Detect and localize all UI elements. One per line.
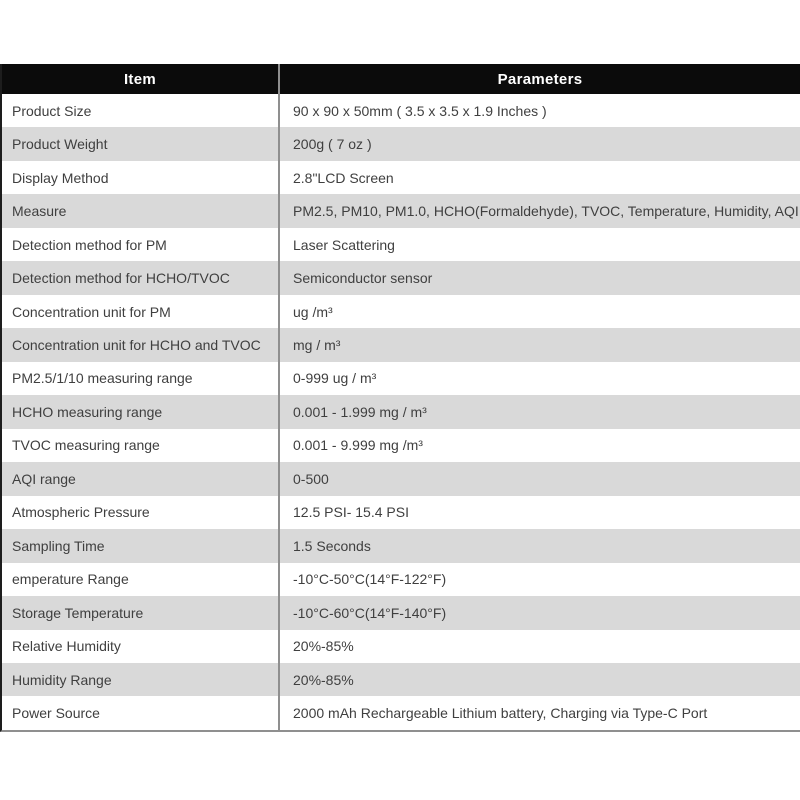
parameter-cell: -10°C-50°C(14°F-122°F) — [293, 571, 447, 588]
parameter-cell: Laser Scattering — [293, 236, 395, 253]
parameter-cell: Semiconductor sensor — [293, 270, 433, 287]
table-row: Sampling Time 1.5 Seconds — [2, 529, 800, 563]
parameter-cell: 1.5 Seconds — [293, 537, 371, 554]
item-cell: TVOC measuring range — [2, 428, 280, 463]
table-row: Product Size 90 x 90 x 50mm ( 3.5 x 3.5 x… — [2, 94, 800, 128]
table-row: Detection method for HCHO/TVOC Semiconduc… — [2, 261, 800, 295]
item-cell: Power Source — [2, 696, 280, 730]
table-row: Concentration unit for HCHO and TVOC mg /… — [2, 328, 800, 362]
item-cell: Relative Humidity — [2, 629, 280, 663]
item-cell: Measure — [2, 194, 280, 228]
item-cell: Humidity Range — [2, 662, 280, 697]
parameter-cell: 20%-85% — [293, 638, 354, 655]
item-cell: Sampling Time — [2, 529, 280, 563]
table-header-row: Item Parameters — [2, 64, 800, 94]
parameter-cell: 2.8"LCD Screen — [293, 169, 394, 186]
parameter-cell: mg / m³ — [293, 337, 341, 354]
item-cell: Detection method for PM — [2, 227, 280, 262]
item-cell: Detection method for HCHO/TVOC — [2, 261, 280, 295]
parameter-cell: ug /m³ — [293, 303, 333, 320]
table-row: TVOC measuring range 0.001 - 9.999 mg /m³ — [2, 428, 800, 463]
item-cell: HCHO measuring range — [2, 395, 280, 429]
parameter-cell: 12.5 PSI- 15.4 PSI — [293, 504, 409, 521]
parameter-cell: 0.001 - 1.999 mg / m³ — [293, 403, 427, 420]
table-row: AQI range 0-500 — [2, 462, 800, 496]
item-cell: Concentration unit for PM — [2, 294, 280, 329]
table-row: emperature Range -10°C-50°C(14°F-122°F) — [2, 562, 800, 597]
item-cell: Atmospheric Pressure — [2, 495, 280, 530]
table-row: PM2.5/1/10 measuring range 0-999 ug / m³ — [2, 361, 800, 396]
spec-table: Item Parameters Product Size 90 x 90 x 50… — [0, 64, 800, 732]
parameter-cell: PM2.5, PM10, PM1.0, HCHO(Formaldehyde), … — [293, 203, 799, 220]
table-row: Storage Temperature -10°C-60°C(14°F-140°F… — [2, 596, 800, 630]
column-header-item: Item — [2, 64, 280, 94]
table-row: Atmospheric Pressure 12.5 PSI- 15.4 PSI — [2, 495, 800, 530]
item-cell: Concentration unit for HCHO and TVOC — [2, 328, 280, 362]
table-row: Measure PM2.5, PM10, PM1.0, HCHO(Formalde… — [2, 194, 800, 228]
parameter-cell: 20%-85% — [293, 671, 354, 688]
item-cell: AQI range — [2, 462, 280, 496]
item-cell: PM2.5/1/10 measuring range — [2, 361, 280, 396]
item-cell: Display Method — [2, 160, 280, 195]
table-row: HCHO measuring range 0.001 - 1.999 mg / m… — [2, 395, 800, 429]
item-cell: Product Weight — [2, 127, 280, 161]
parameter-cell: 90 x 90 x 50mm ( 3.5 x 3.5 x 1.9 Inches … — [293, 102, 547, 119]
table-row: Concentration unit for PM ug /m³ — [2, 294, 800, 329]
table-row: Relative Humidity 20%-85% — [2, 629, 800, 663]
parameter-cell: 2000 mAh Rechargeable Lithium battery, C… — [293, 705, 708, 722]
table-row: Detection method for PM Laser Scattering — [2, 227, 800, 262]
parameter-cell: 0.001 - 9.999 mg /m³ — [293, 437, 423, 454]
parameter-cell: 0-999 ug / m³ — [293, 370, 377, 387]
table-row: Humidity Range 20%-85% — [2, 662, 800, 697]
item-cell: Product Size — [2, 94, 280, 128]
parameter-cell: 200g ( 7 oz ) — [293, 136, 372, 153]
item-cell: Storage Temperature — [2, 596, 280, 630]
parameter-cell: 0-500 — [293, 470, 329, 487]
table-row: Product Weight 200g ( 7 oz ) — [2, 127, 800, 161]
table-row: Power Source 2000 mAh Rechargeable Lithiu… — [2, 696, 800, 730]
table-body: Product Size 90 x 90 x 50mm ( 3.5 x 3.5 x… — [2, 94, 800, 730]
table-row: Display Method 2.8"LCD Screen — [2, 160, 800, 195]
item-cell: emperature Range — [2, 562, 280, 597]
column-header-parameters: Parameters — [497, 70, 583, 88]
parameter-cell: -10°C-60°C(14°F-140°F) — [293, 604, 447, 621]
